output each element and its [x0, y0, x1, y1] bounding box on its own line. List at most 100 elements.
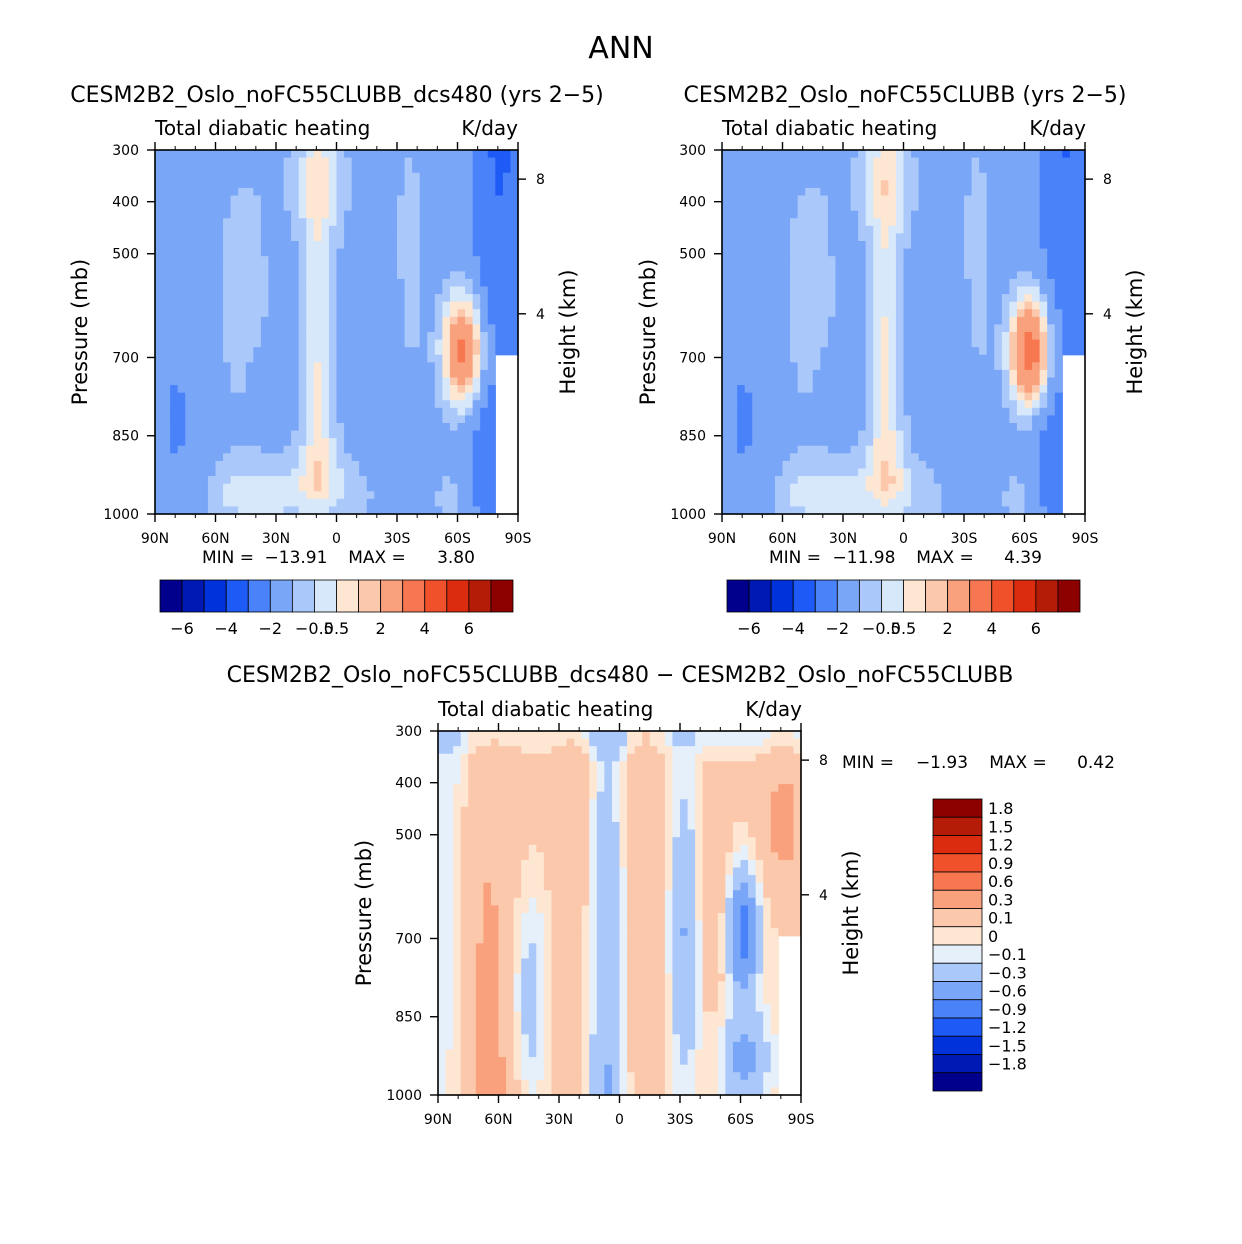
- heatmap-cell: [200, 233, 209, 242]
- heatmap-cell: [495, 203, 504, 212]
- heatmap-cell: [759, 332, 768, 341]
- heatmap-cell: [177, 256, 186, 265]
- heatmap-cell: [964, 453, 973, 462]
- heatmap-cell: [1024, 362, 1033, 371]
- heatmap-cell: [664, 768, 674, 778]
- heatmap-cell: [895, 415, 905, 424]
- heatmap-cell: [994, 445, 1003, 454]
- heatmap-cell: [487, 233, 496, 242]
- heatmap-cell: [858, 498, 867, 508]
- heatmap-cell: [986, 150, 995, 159]
- heatmap-cell: [759, 248, 768, 257]
- heatmap-cell: [911, 339, 920, 348]
- heatmap-cell: [805, 150, 814, 159]
- heatmap-cell: [427, 468, 436, 477]
- heatmap-cell: [812, 218, 821, 227]
- heatmap-cell: [850, 309, 859, 318]
- heatmap-cell: [543, 768, 553, 778]
- heatmap-cell: [880, 256, 889, 265]
- heatmap-cell: [820, 180, 829, 189]
- heatmap-cell: [238, 491, 247, 500]
- y-tick-label: 1000: [670, 507, 706, 523]
- heatmap-cell: [495, 256, 504, 265]
- heatmap-cell: [521, 738, 530, 747]
- heatmap-cell: [207, 460, 217, 470]
- heatmap-cell: [427, 347, 436, 356]
- heatmap-cell: [397, 392, 406, 401]
- heatmap-cell: [328, 430, 338, 439]
- heatmap-cell: [374, 483, 383, 492]
- heatmap-cell: [389, 483, 398, 492]
- heatmap-cell: [442, 210, 451, 219]
- heatmap-cell: [449, 233, 459, 242]
- heatmap-cell: [785, 738, 795, 747]
- heatmap-cell: [215, 172, 224, 181]
- heatmap-cell: [438, 738, 447, 747]
- heatmap-cell: [790, 324, 799, 333]
- heatmap-cell: [858, 483, 867, 492]
- heatmap-cell: [827, 225, 837, 235]
- heatmap-cell: [971, 203, 980, 212]
- heatmap-cell: [1077, 225, 1086, 235]
- heatmap-cell: [785, 753, 795, 762]
- heatmap-cell: [1024, 400, 1033, 409]
- heatmap-cell: [472, 415, 481, 424]
- heatmap-cell: [223, 339, 232, 348]
- heatmap-cell: [888, 241, 897, 250]
- heatmap-cell: [1032, 377, 1041, 386]
- heatmap-cell: [1054, 233, 1063, 242]
- heatmap-cell: [964, 407, 973, 417]
- heatmap-cell: [283, 407, 292, 417]
- heatmap-cell: [215, 483, 224, 492]
- heatmap-cell: [979, 241, 988, 250]
- heatmap-cell: [328, 491, 338, 500]
- heatmap-cell: [850, 354, 859, 363]
- heatmap-cell: [215, 309, 224, 318]
- heatmap-cell: [495, 324, 504, 333]
- heatmap-cell: [1001, 225, 1010, 235]
- heatmap-cell: [888, 347, 897, 356]
- heatmap-cell: [888, 286, 897, 295]
- heatmap-cell: [306, 445, 315, 454]
- heatmap-cell: [1054, 453, 1063, 462]
- heatmap-cell: [298, 377, 307, 386]
- heatmap-cell: [495, 347, 504, 356]
- heatmap-cell: [245, 491, 254, 500]
- heatmap-cell: [827, 150, 837, 159]
- heatmap-cell: [918, 241, 927, 250]
- heatmap-cell: [790, 438, 799, 447]
- heatmap-cell: [344, 157, 353, 166]
- heatmap-cell: [1024, 506, 1033, 515]
- heatmap-cell: [192, 483, 201, 492]
- heatmap-cell: [986, 385, 995, 394]
- heatmap-cell: [1024, 460, 1033, 470]
- heatmap-cell: [276, 210, 285, 219]
- heatmap-cell: [979, 271, 988, 280]
- heatmap-cell: [268, 506, 277, 515]
- heatmap-cell: [873, 233, 882, 242]
- heatmap-cell: [1054, 187, 1063, 197]
- heatmap-cell: [1009, 210, 1018, 219]
- heatmap-cell: [298, 233, 307, 242]
- heatmap-cell: [260, 324, 270, 333]
- heatmap-cell: [207, 385, 217, 394]
- heatmap-cell: [245, 483, 254, 492]
- heatmap-cell: [911, 369, 920, 379]
- heatmap-cell: [381, 468, 391, 477]
- heatmap-cell: [744, 483, 753, 492]
- heatmap-cell: [994, 476, 1003, 485]
- heatmap-cell: [472, 195, 481, 204]
- heatmap-cell: [336, 423, 345, 432]
- heatmap-cell: [812, 278, 821, 288]
- heatmap-cell: [381, 430, 391, 439]
- heatmap-cell: [843, 385, 852, 394]
- heatmap-cell: [865, 324, 874, 333]
- heatmap-cell: [911, 324, 920, 333]
- heatmap-cell: [253, 256, 262, 265]
- heatmap-cell: [510, 301, 519, 310]
- heatmap-cell: [465, 187, 474, 197]
- heatmap-cell: [964, 233, 973, 242]
- heatmap-cell: [903, 415, 912, 424]
- heatmap-cell: [419, 445, 428, 454]
